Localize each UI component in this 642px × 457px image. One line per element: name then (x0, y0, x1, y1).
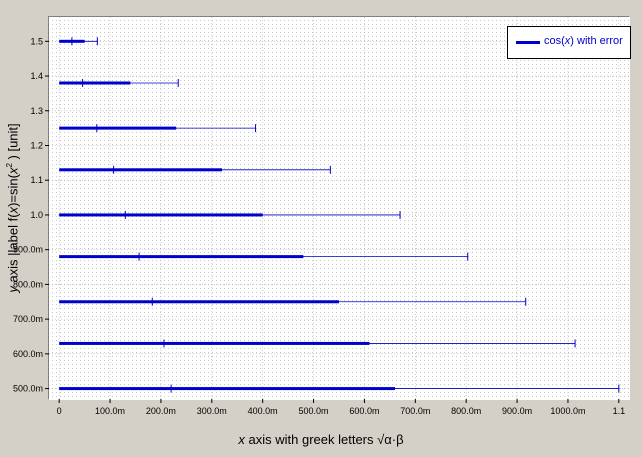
y-tick-label: 1.3 (30, 106, 43, 116)
y-axis-title-var-x: x (5, 206, 21, 214)
x-tick-label: 500.0m (299, 406, 329, 416)
y-axis-ticks: 500.0m 600.0m 700.0m 800.0m 900.0m 1.0 1.1 1.2 1… (13, 36, 49, 394)
y-tick-label: 1.2 (30, 140, 43, 150)
x-tick-label: 1.1 (613, 406, 626, 416)
x-tick-label: 1000.0m (550, 406, 585, 416)
legend-label: cos(x) with error (544, 35, 623, 47)
x-axis-title-var: x (238, 432, 245, 447)
legend-label-suffix: ) with error (570, 35, 623, 47)
y-axis-title-text: axis |label f( (5, 213, 21, 287)
legend-label-var: x (564, 35, 571, 47)
x-axis-title-formula: √α·β (377, 432, 404, 447)
y-tick-label: 1.5 (30, 36, 43, 46)
x-tick-label: 800.0m (451, 406, 481, 416)
x-tick-label: 400.0m (248, 406, 278, 416)
y-tick-label: 800.0m (13, 279, 43, 289)
y-tick-label: 500.0m (13, 384, 43, 394)
y-axis-title-var-x2: x (5, 167, 21, 175)
x-tick-label: 100.0m (95, 406, 125, 416)
x-tick-label: 900.0m (502, 406, 532, 416)
y-axis-title-suffix: ) [unit] (5, 123, 21, 164)
plot-dot-grid (49, 17, 629, 399)
legend-swatch (516, 41, 540, 44)
y-tick-label: 900.0m (13, 245, 43, 255)
y-tick-label: 1.0 (30, 210, 43, 220)
y-tick-label: 1.4 (30, 71, 43, 81)
y-tick-label: 1.1 (30, 175, 43, 185)
y-axis-title-var: y (5, 286, 21, 293)
y-axis-title-sup: 2 (5, 163, 14, 168)
y-tick-label: 700.0m (13, 314, 43, 324)
legend-label-prefix: cos( (544, 35, 565, 47)
bar-series (59, 37, 620, 393)
x-axis-title: x axis with greek letters √α·β (0, 432, 642, 447)
legend: cos(x) with error (507, 26, 631, 59)
x-tick-label: 600.0m (349, 406, 379, 416)
y-tick-label: 600.0m (13, 349, 43, 359)
x-tick-label: 200.0m (146, 406, 176, 416)
y-axis-title-mid: )=sin( (5, 174, 21, 207)
x-axis-ticks: 0 100.0m 200.0m 300.0m 400.0m 500.0m 600.0m 700… (57, 399, 625, 416)
x-tick-label: 300.0m (197, 406, 227, 416)
x-axis-title-text: axis with greek letters (244, 432, 378, 447)
x-tick-label: 700.0m (400, 406, 430, 416)
x-tick-label: 0 (57, 406, 62, 416)
y-axis-title: y axis |label f(x)=sin(x2 ) [unit] (5, 103, 20, 313)
